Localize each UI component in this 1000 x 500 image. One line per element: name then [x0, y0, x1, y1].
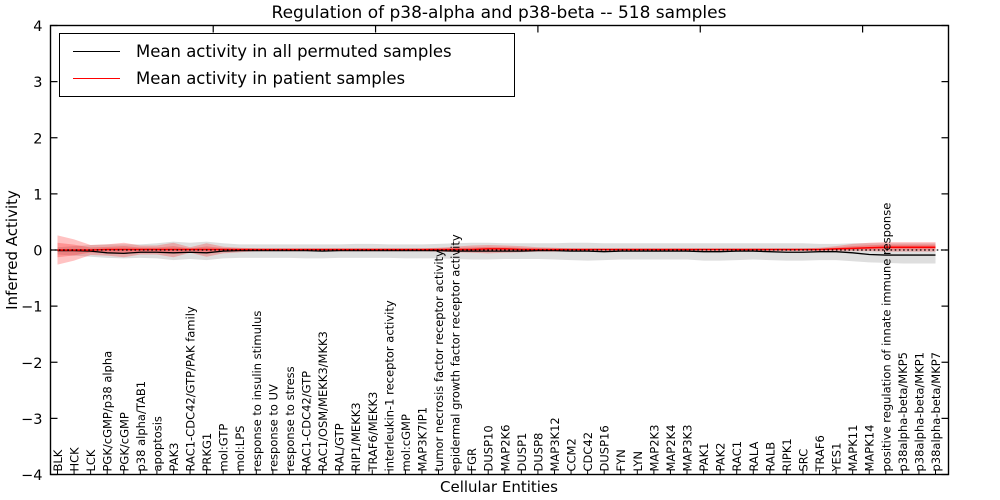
x-category-label: RAC1-CDC42/GTP: [299, 371, 313, 472]
permuted-band: [57, 241, 936, 264]
x-category-label: MAP3K7IP1: [415, 407, 429, 472]
x-category-label: PAK1: [697, 443, 711, 472]
x-category-label: LCK: [84, 449, 98, 471]
x-category-label: SRC: [796, 449, 810, 472]
x-category-label: p38alpha-beta/MKP7: [929, 352, 943, 471]
chart-title: Regulation of p38-alpha and p38-beta -- …: [271, 3, 727, 23]
x-category-label: CCM2: [565, 438, 579, 471]
y-tick-label: 4: [33, 19, 42, 35]
x-category-label: RAC1: [730, 441, 744, 472]
x-category-label: YES1: [830, 443, 844, 473]
permuted-mean-line: [57, 249, 936, 256]
x-category-label: TRAF6: [813, 435, 827, 472]
patient-mean-line: [57, 246, 936, 251]
x-category-label: CDC42: [581, 432, 595, 472]
x-category-label: MAPK11: [846, 425, 860, 472]
x-category-label: RAL/GTP: [333, 423, 347, 471]
x-category-label: p38alpha-beta/MKP1: [912, 352, 926, 471]
x-category-label: positive regulation of innate immune res…: [879, 203, 893, 472]
legend-line-red-icon: [73, 78, 120, 79]
x-category-label: DUSP10: [482, 425, 496, 471]
x-category-label: MAP2K3: [647, 425, 661, 472]
x-category-label: mol:cGMP: [399, 414, 413, 471]
x-category-label: p38alpha-beta/MKP5: [896, 352, 910, 471]
y-tick-label: −3: [21, 412, 42, 428]
x-category-label: PRKG1: [200, 433, 214, 472]
y-axis-label: Inferred Activity: [3, 190, 21, 310]
x-category-label: RALA: [747, 441, 761, 471]
x-category-label: TRAF6/MEKK3: [366, 392, 380, 473]
x-category-label: PGK/cGMP/p38 alpha: [101, 351, 115, 472]
y-tick-label: −1: [21, 300, 42, 316]
y-tick-label: −4: [21, 468, 42, 484]
x-category-label: PGK/cGMP: [117, 412, 131, 471]
y-tick-label: 2: [33, 131, 42, 147]
y-tick-label: 3: [33, 75, 42, 91]
x-category-label: DUSP8: [531, 433, 545, 472]
y-tick-label: 1: [33, 187, 42, 203]
x-category-label: PAK3: [167, 443, 181, 472]
x-category-label: tumor necrosis factor receptor activity: [432, 250, 446, 472]
x-category-label: PAK2: [714, 443, 728, 472]
x-axis-label: Cellular Entities: [440, 478, 558, 496]
legend-label-permuted: Mean activity in all permuted samples: [136, 42, 452, 61]
x-category-label: BLK: [51, 449, 65, 471]
x-category-label: DUSP1: [515, 433, 529, 472]
x-category-label: DUSP16: [598, 425, 612, 471]
y-tick-label: −2: [21, 356, 42, 372]
x-category-label: RALB: [763, 442, 777, 472]
x-category-label: FGR: [465, 448, 479, 472]
legend-item-patient: Mean activity in patient samples: [73, 69, 514, 88]
x-category-label: response to stress: [283, 366, 297, 471]
x-category-label: apoptosis: [150, 416, 164, 471]
x-category-label: interleukin-1 receptor activity: [382, 300, 396, 471]
x-category-label: RAC1-CDC42/GTP/PAK family: [184, 306, 198, 471]
legend-line-black-icon: [73, 51, 120, 52]
legend: Mean activity in all permuted samples Me…: [59, 33, 515, 97]
legend-label-patient: Mean activity in patient samples: [136, 69, 406, 88]
x-category-label: MAP2K4: [664, 425, 678, 472]
x-category-label: mol:LPS: [233, 426, 247, 472]
y-tick-label: 0: [33, 244, 42, 260]
x-category-label: epidermal growth factor receptor activit…: [449, 234, 463, 471]
x-category-label: response to UV: [266, 384, 280, 472]
x-category-label: response to insulin stimulus: [250, 311, 264, 472]
x-category-label: FYN: [614, 449, 628, 471]
x-category-label: MAPK14: [863, 425, 877, 472]
x-category-label: RIPK1: [780, 438, 794, 471]
x-category-label: HCK: [68, 447, 82, 472]
x-category-label: MAP3K12: [548, 417, 562, 471]
x-category-label: LYN: [631, 451, 645, 472]
x-category-label: MAP3K3: [681, 425, 695, 472]
x-category-label: MAP2K6: [498, 425, 512, 472]
legend-item-permuted: Mean activity in all permuted samples: [73, 42, 514, 61]
x-category-label: RIP1/MEKK3: [349, 402, 363, 471]
x-category-label: p38 alpha/TAB1: [134, 381, 148, 472]
x-category-label: RAC1/OSM/MEKK3/MKK3: [316, 331, 330, 471]
x-category-label: mol:GTP: [217, 424, 231, 472]
